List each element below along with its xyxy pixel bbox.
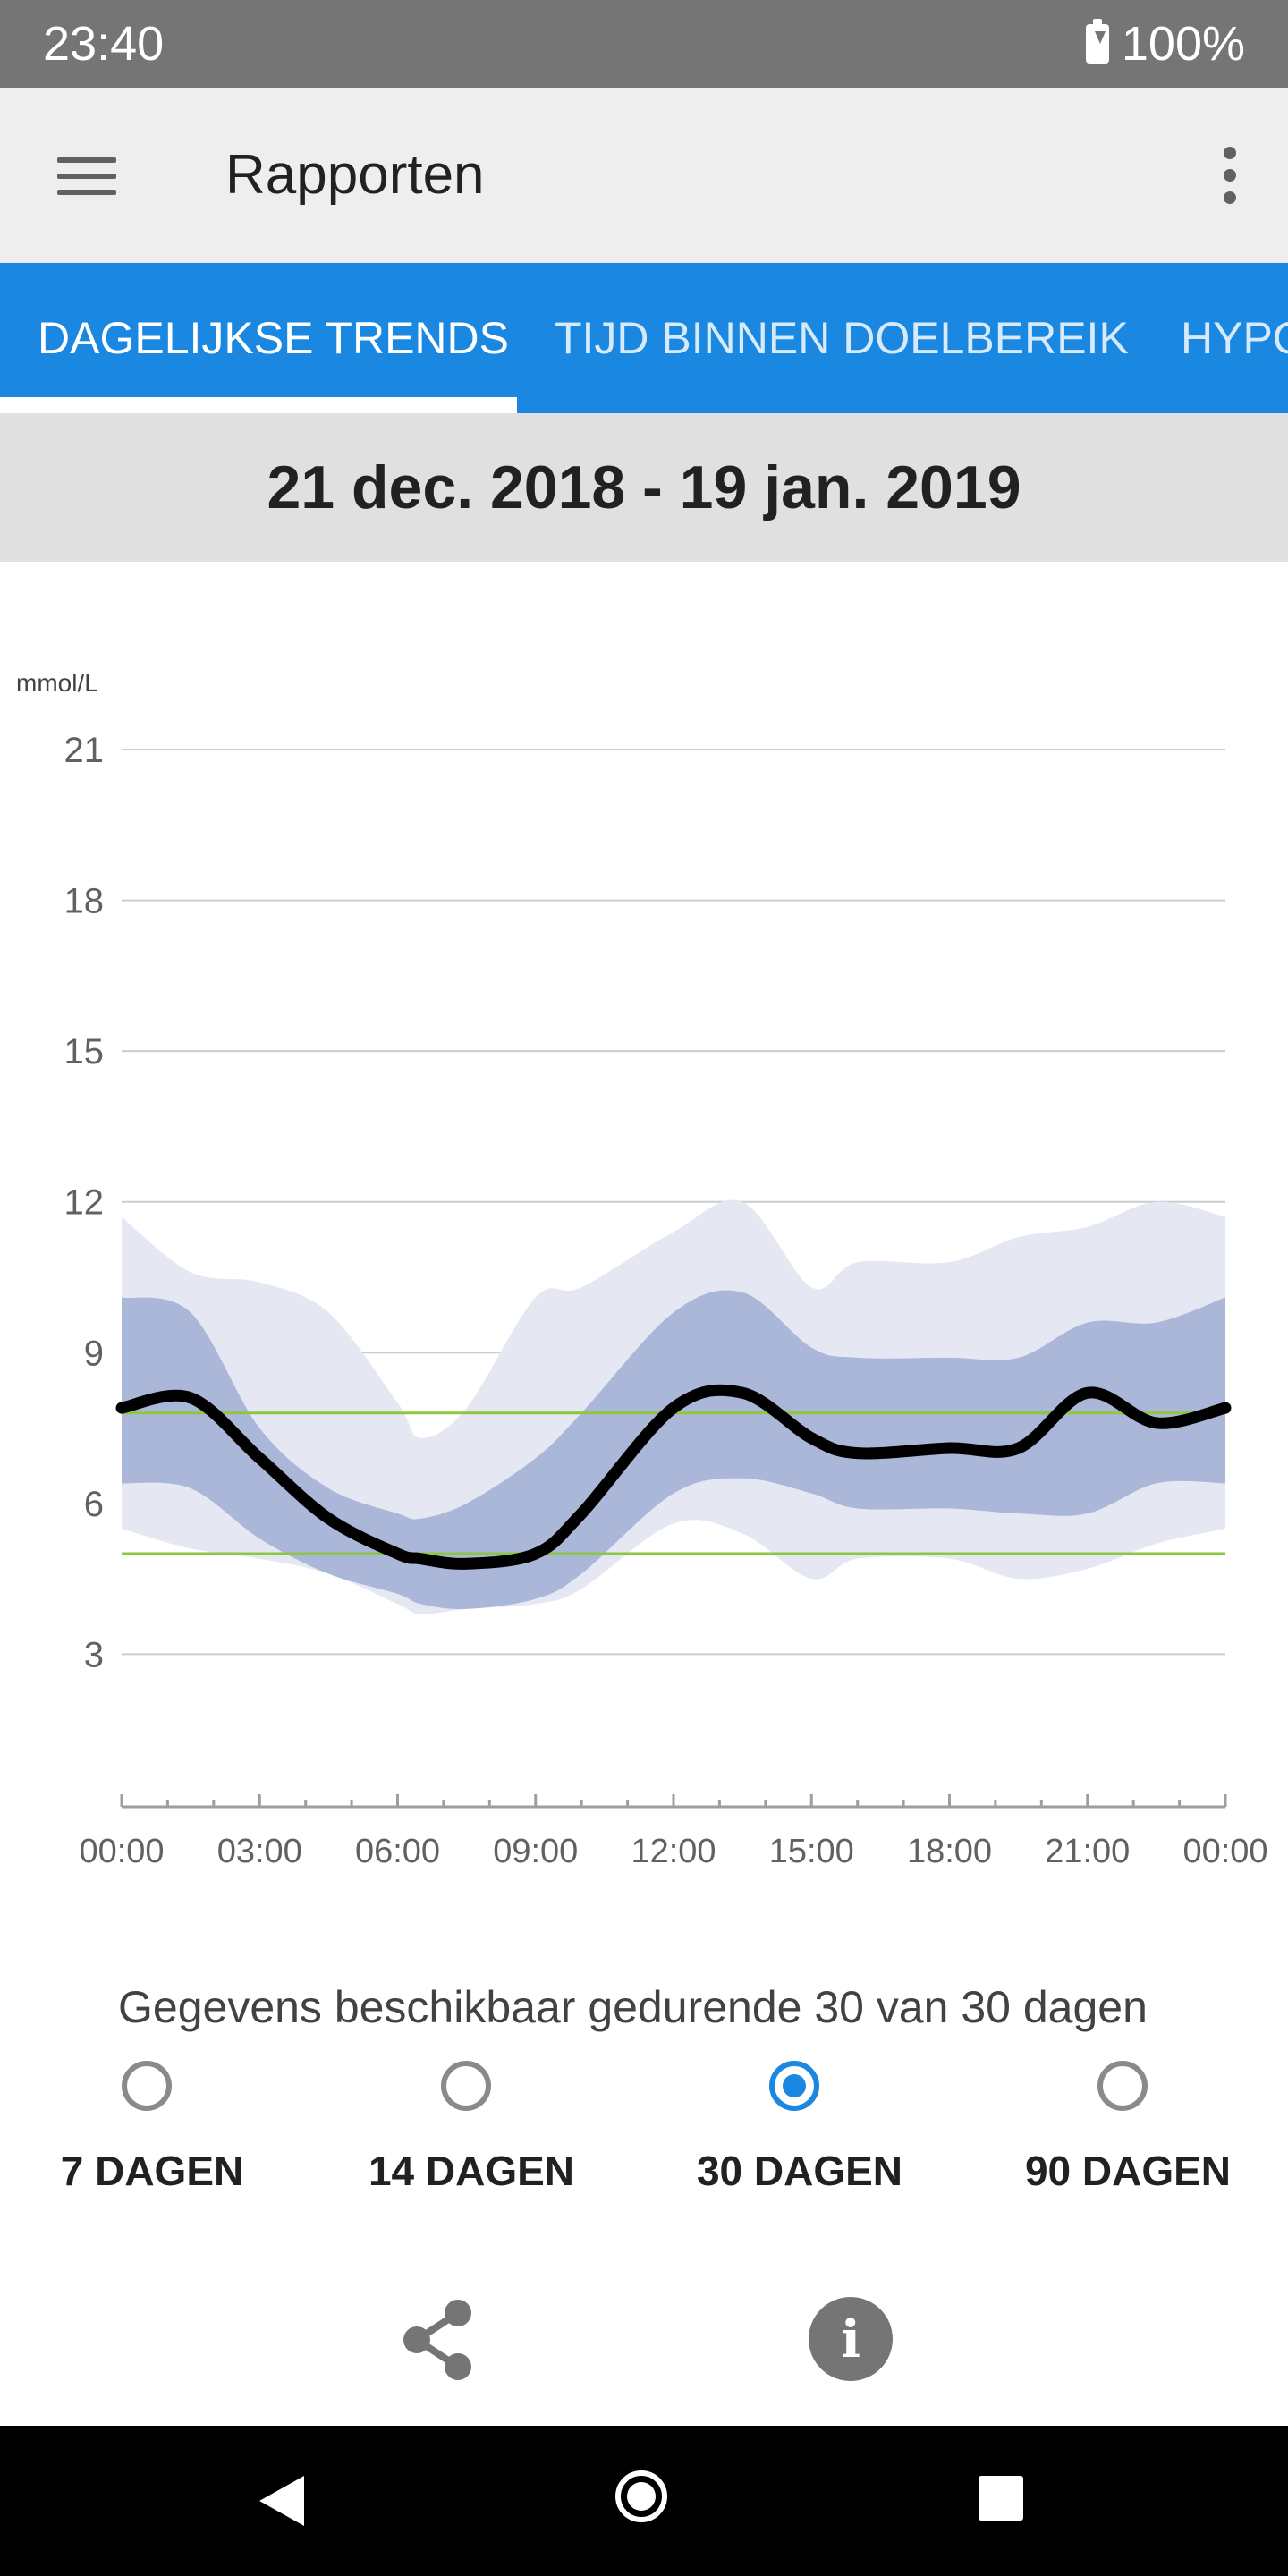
x-tick-label: 18:00 (907, 1833, 992, 1870)
tab-tijd-binnen-doelbereik[interactable]: TIJD BINNEN DOELBEREIK (555, 313, 1129, 363)
battery-charging-icon (1085, 19, 1109, 64)
daily-trends-chart: mmol/L 21 18 15 12 9 6 3 00:00 03:00 06:00 09:00 1… (16, 669, 1268, 1870)
back-triangle-icon[interactable] (259, 2476, 304, 2526)
radio-90-dagen[interactable] (1097, 2061, 1148, 2111)
tab-dagelijkse-trends[interactable]: DAGELIJKSE TRENDS (38, 313, 510, 363)
info-icon[interactable]: i (809, 2297, 893, 2381)
y-tick-label: 15 (64, 1032, 105, 1072)
range-option-90-dagen[interactable]: 90 DAGEN (994, 2057, 1262, 2209)
status-bar: 23:40 100% (0, 0, 1288, 88)
tab-hypo[interactable]: HYPO (1181, 313, 1288, 363)
selected-tab-indicator (0, 397, 517, 413)
x-tick-label: 00:00 (79, 1833, 164, 1870)
y-tick-label: 12 (64, 1183, 105, 1223)
x-tick-label: 03:00 (217, 1833, 302, 1870)
range-label-14-dagen: 14 DAGEN (368, 2148, 575, 2194)
y-tick-label: 3 (84, 1635, 104, 1674)
x-tick-label: 09:00 (493, 1833, 578, 1870)
navigation-bar (0, 2426, 1288, 2576)
tab-bar: DAGELIJKSE TRENDS TIJD BINNEN DOELBEREIK… (0, 263, 1288, 413)
x-tick-label: 12:00 (631, 1833, 716, 1870)
median-line (115, 1384, 1232, 1570)
radio-30-dagen[interactable] (769, 2061, 819, 2111)
radio-14-dagen[interactable] (441, 2061, 491, 2111)
range-option-30-dagen[interactable]: 30 DAGEN (665, 2057, 934, 2209)
x-tick-label: 06:00 (355, 1833, 440, 1870)
radio-7-dagen[interactable] (122, 2061, 172, 2111)
p25-p75-band (122, 1290, 1225, 1610)
y-tick-label: 6 (84, 1485, 104, 1524)
availability-text: Gegevens beschikbaar gedurende 30 van 30… (118, 1982, 1148, 2032)
page-title: Rapporten (225, 144, 485, 206)
share-icon[interactable] (394, 2295, 483, 2385)
status-right: 100% (1085, 0, 1245, 88)
app-bar: Rapporten (0, 88, 1288, 263)
hamburger-menu-icon[interactable] (57, 157, 118, 195)
y-tick-label: 21 (64, 731, 105, 770)
y-axis-unit: mmol/L (16, 669, 98, 697)
y-tick-label: 9 (84, 1334, 104, 1373)
range-option-14-dagen[interactable]: 14 DAGEN (337, 2057, 606, 2209)
range-label-30-dagen: 30 DAGEN (696, 2148, 903, 2194)
range-label-7-dagen: 7 DAGEN (60, 2148, 244, 2194)
recents-square-icon[interactable] (979, 2476, 1023, 2521)
x-tick-label: 15:00 (769, 1833, 854, 1870)
x-tick-label: 21:00 (1045, 1833, 1130, 1870)
y-tick-label: 18 (64, 882, 105, 921)
more-vert-icon[interactable] (1220, 147, 1241, 204)
range-label-90-dagen: 90 DAGEN (1024, 2148, 1232, 2194)
battery-level: 100% (1121, 17, 1245, 71)
x-tick-label: 00:00 (1182, 1833, 1267, 1870)
home-circle-icon[interactable] (615, 2470, 667, 2522)
range-option-7-dagen[interactable]: 7 DAGEN (18, 2057, 286, 2209)
status-time: 23:40 (43, 17, 165, 71)
date-range: 21 dec. 2018 - 19 jan. 2019 (0, 413, 1288, 562)
